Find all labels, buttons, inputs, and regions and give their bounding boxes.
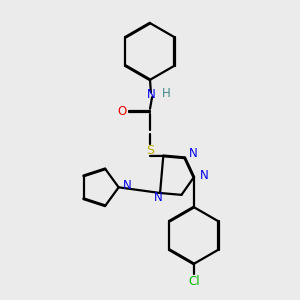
Text: N: N [147, 88, 156, 101]
Text: S: S [146, 143, 154, 157]
Text: Cl: Cl [188, 275, 200, 288]
Text: O: O [117, 105, 126, 118]
Text: H: H [162, 87, 171, 100]
Text: N: N [200, 169, 208, 182]
Text: N: N [123, 179, 131, 192]
Text: N: N [154, 191, 163, 204]
Text: N: N [189, 147, 198, 160]
